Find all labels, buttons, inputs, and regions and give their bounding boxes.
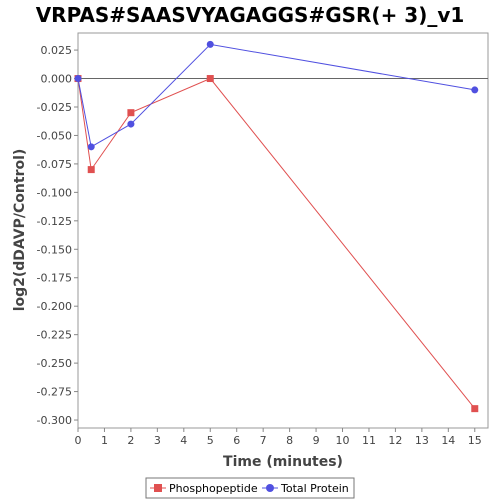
y-tick-label: -0.300 <box>37 414 72 427</box>
legend: Phosphopeptide Total Protein <box>145 477 355 499</box>
data-point-total-protein <box>471 86 479 94</box>
y-tick-label: -0.275 <box>37 386 72 399</box>
y-tick-label: -0.075 <box>37 158 72 171</box>
y-tick-label: -0.175 <box>37 272 72 285</box>
data-point-total-protein <box>206 40 214 48</box>
data-point-phosphopeptide <box>127 109 135 117</box>
y-tick-label: 0.025 <box>41 44 73 57</box>
x-tick-label: 13 <box>415 434 429 447</box>
y-axis-label: log2(dDAVP/Control) <box>12 149 28 312</box>
x-tick-label: 10 <box>336 434 350 447</box>
x-tick-label: 14 <box>441 434 455 447</box>
chart-title: VRPAS#SAASVYAGAGGS#GSR(+ 3)_v1 <box>36 3 465 27</box>
legend-marker-phosphopeptide <box>154 484 162 492</box>
x-tick-label: 8 <box>286 434 293 447</box>
x-tick-label: 12 <box>388 434 402 447</box>
y-tick-label: 0.000 <box>41 73 73 86</box>
legend-box <box>145 477 355 499</box>
data-point-total-protein <box>87 143 95 151</box>
x-tick-label: 5 <box>207 434 214 447</box>
legend-label-total-protein: Total Protein <box>280 482 349 495</box>
data-point-phosphopeptide <box>206 75 214 83</box>
y-tick-label: -0.125 <box>37 215 72 228</box>
x-tick-label: 3 <box>154 434 161 447</box>
x-axis-label: Time (minutes) <box>223 454 343 470</box>
x-tick-label: 15 <box>468 434 482 447</box>
x-tick-label: 4 <box>180 434 187 447</box>
x-tick-label: 11 <box>362 434 376 447</box>
data-point-total-protein <box>74 75 82 83</box>
y-tick-label: -0.225 <box>37 329 72 342</box>
y-axis: 0.025 0.000 -0.025 -0.050 -0.075 -0.100 -0.125… <box>37 44 78 427</box>
legend-label-phosphopeptide: Phosphopeptide <box>169 482 258 495</box>
x-tick-label: 0 <box>75 434 82 447</box>
legend-marker-total-protein <box>266 484 274 492</box>
data-point-phosphopeptide <box>87 166 95 174</box>
x-tick-label: 6 <box>233 434 240 447</box>
y-tick-label: -0.100 <box>37 186 72 199</box>
y-tick-label: -0.050 <box>37 129 72 142</box>
y-tick-label: -0.150 <box>37 243 72 256</box>
x-tick-label: 7 <box>260 434 267 447</box>
x-tick-label: 2 <box>127 434 134 447</box>
x-axis: 0 1 2 3 4 5 6 7 8 9 10 11 12 13 14 15 <box>75 428 482 447</box>
y-tick-label: -0.200 <box>37 300 72 313</box>
x-tick-label: 1 <box>101 434 108 447</box>
data-point-phosphopeptide <box>471 405 479 413</box>
x-tick-label: 9 <box>313 434 320 447</box>
y-tick-label: -0.025 <box>37 101 72 114</box>
plot-area <box>77 32 489 429</box>
series-layer <box>74 40 479 413</box>
y-tick-label: -0.250 <box>37 357 72 370</box>
data-point-total-protein <box>127 120 135 128</box>
